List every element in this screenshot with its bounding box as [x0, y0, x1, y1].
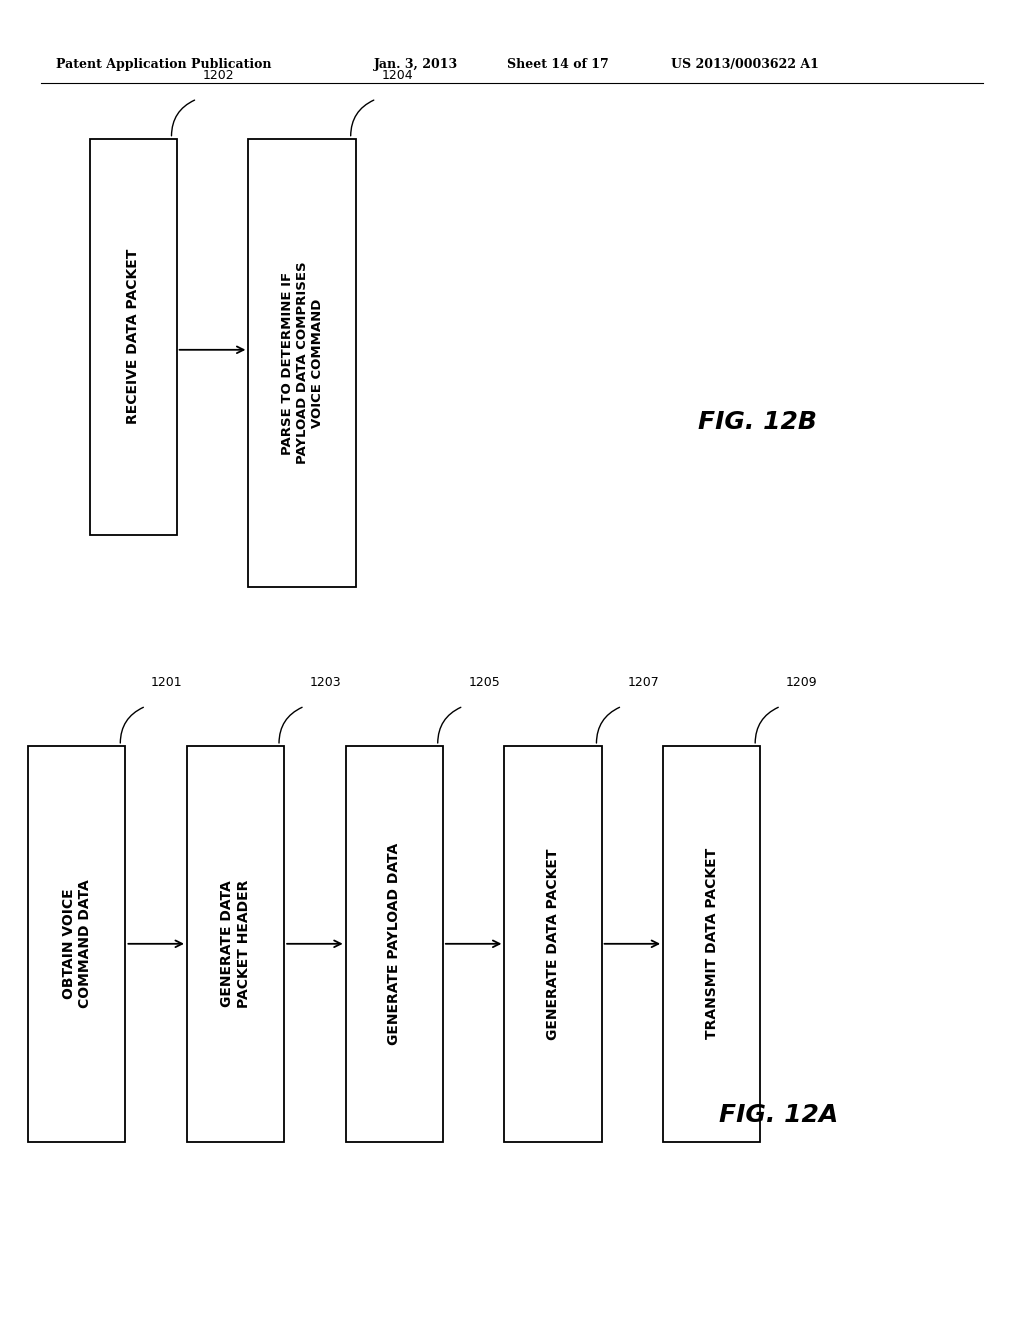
Text: 1207: 1207 — [627, 676, 659, 689]
Bar — [504, 746, 601, 1142]
Text: 1204: 1204 — [381, 69, 413, 82]
Text: 1201: 1201 — [152, 676, 182, 689]
Text: GENERATE DATA PACKET: GENERATE DATA PACKET — [546, 847, 560, 1040]
Text: Sheet 14 of 17: Sheet 14 of 17 — [507, 58, 608, 71]
Text: TRANSMIT DATA PACKET: TRANSMIT DATA PACKET — [705, 849, 719, 1039]
Text: GENERATE PAYLOAD DATA: GENERATE PAYLOAD DATA — [387, 842, 401, 1045]
Text: US 2013/0003622 A1: US 2013/0003622 A1 — [671, 58, 818, 71]
Text: FIG. 12B: FIG. 12B — [698, 411, 817, 434]
Text: PARSE TO DETERMINE IF
PAYLOAD DATA COMPRISES
VOICE COMMAND: PARSE TO DETERMINE IF PAYLOAD DATA COMPR… — [281, 261, 324, 465]
Text: 1202: 1202 — [203, 69, 233, 82]
Text: OBTAIN VOICE
COMMAND DATA: OBTAIN VOICE COMMAND DATA — [61, 879, 92, 1008]
Bar — [28, 746, 125, 1142]
Text: Jan. 3, 2013: Jan. 3, 2013 — [374, 58, 458, 71]
Bar — [346, 746, 442, 1142]
Text: 1209: 1209 — [786, 676, 817, 689]
Text: RECEIVE DATA PACKET: RECEIVE DATA PACKET — [126, 249, 140, 424]
Bar — [90, 139, 176, 535]
Text: FIG. 12A: FIG. 12A — [719, 1104, 838, 1127]
Text: Patent Application Publication: Patent Application Publication — [56, 58, 271, 71]
Bar — [186, 746, 284, 1142]
Bar — [248, 139, 356, 587]
Bar — [664, 746, 760, 1142]
Text: 1203: 1203 — [309, 676, 341, 689]
Text: GENERATE DATA
PACKET HEADER: GENERATE DATA PACKET HEADER — [220, 879, 251, 1008]
Text: 1205: 1205 — [469, 676, 501, 689]
